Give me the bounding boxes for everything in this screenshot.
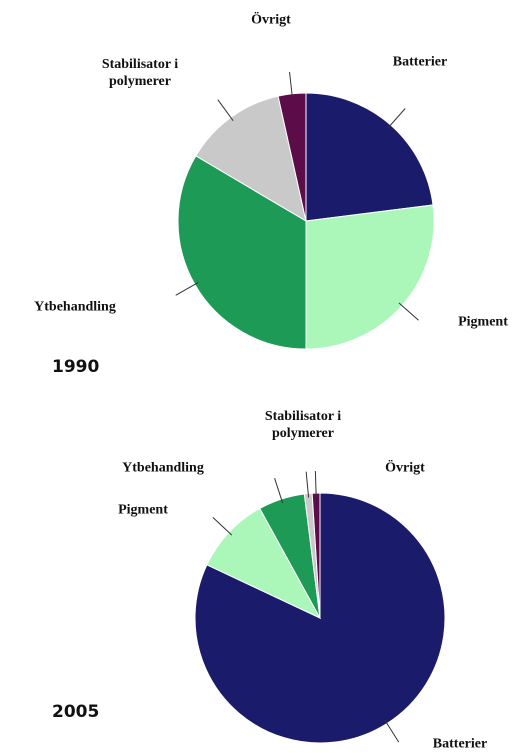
leader-line [175,282,199,296]
slice-label: Övrigt [251,12,291,28]
leader-line [217,99,234,121]
leader-line [398,302,419,321]
slice-label: Pigment [458,314,508,330]
slice-label: Stabilisator i polymerer [264,409,342,441]
slice-label: Ytbehandling [122,460,204,476]
leader-line [387,108,406,129]
chart-title: 1990 [52,357,100,377]
leader-line [274,478,284,504]
slice-label: Ytbehandling [34,299,116,315]
leader-line [305,471,310,498]
slice-label: Batterier [432,736,488,752]
pie-slice [305,92,434,222]
chart-title: 2005 [52,702,100,722]
pie-slice [305,204,435,350]
slice-label: Stabilisator i polymerer [101,57,179,89]
leader-line [212,517,233,536]
leader-line [314,471,317,498]
slice-label: Batterier [392,54,448,70]
leader-line [384,719,400,743]
leader-line [289,71,293,98]
slice-label: Pigment [118,502,168,518]
slice-label: Övrigt [385,460,425,476]
